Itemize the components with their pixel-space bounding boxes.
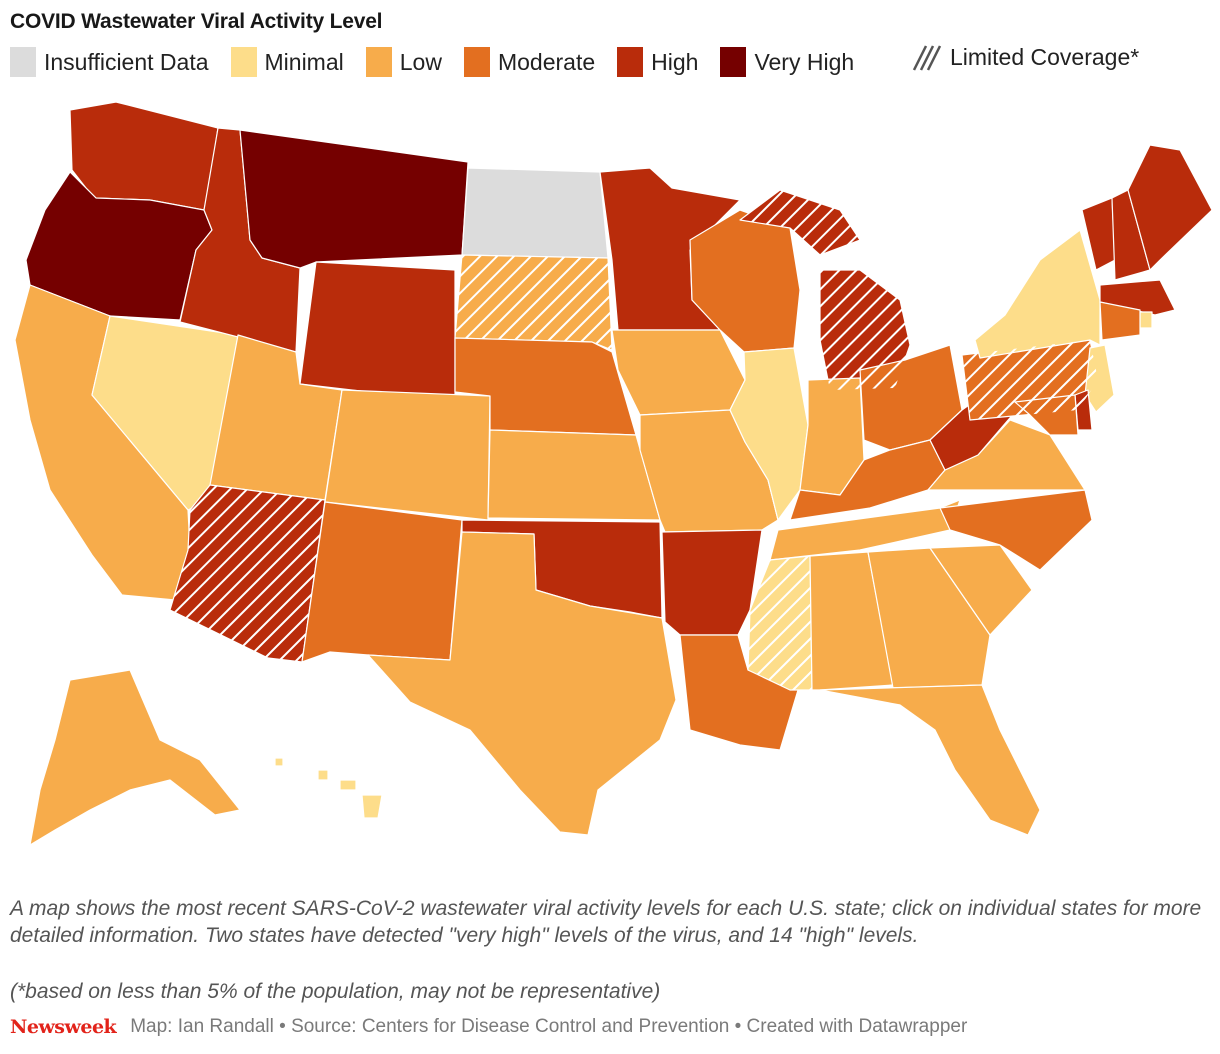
state-south-carolina[interactable]: South Carolina <box>929 544 1033 636</box>
legend-swatch <box>617 47 644 77</box>
state-florida[interactable]: Florida <box>819 684 1041 836</box>
legend-item-moderate: Moderate <box>463 47 596 77</box>
state-colorado[interactable]: Colorado <box>324 389 491 521</box>
state-georgia[interactable]: Georgia <box>867 547 991 689</box>
legend-item-minimal: Minimal <box>230 47 344 77</box>
state-louisiana[interactable]: Louisiana <box>679 634 799 751</box>
legend: Insufficient Data Minimal Low Moderate H… <box>10 46 876 78</box>
legend-item-limited-coverage: Limited Coverage* <box>912 42 1139 72</box>
legend-label: Low <box>399 48 442 75</box>
credit-line: Map: Ian Randall • Source: Centers for D… <box>130 1016 968 1037</box>
legend-label: Moderate <box>497 48 596 75</box>
state-connecticut[interactable]: Connecticut <box>1099 301 1141 341</box>
legend-label: Very High <box>754 48 855 75</box>
hatch-icon <box>912 45 942 71</box>
states-layer: WashingtonOregonCaliforniaNevadaIdahoMon… <box>14 101 1213 846</box>
newsweek-logo: Newsweek <box>10 1016 117 1038</box>
state-montana[interactable]: Montana <box>239 129 469 269</box>
state-mississippi[interactable]: Mississippi <box>747 555 813 691</box>
state-new-mexico[interactable]: New Mexico <box>301 501 463 663</box>
legend-item-low: Low <box>365 47 442 77</box>
legend-label: Limited Coverage* <box>950 43 1140 70</box>
state-kansas[interactable]: Kansas <box>487 429 661 521</box>
state-south-dakota[interactable]: South Dakota <box>454 254 613 351</box>
legend-label: High <box>651 48 699 75</box>
state-maine[interactable]: Maine <box>1127 144 1213 271</box>
legend-swatch <box>365 47 392 77</box>
legend-swatch <box>463 47 490 77</box>
legend-item-insufficient-data: Insufficient Data <box>10 47 209 77</box>
footer: Newsweek Map: Ian Randall • Source: Cent… <box>10 1016 967 1038</box>
state-alaska[interactable]: Alaska <box>29 669 241 846</box>
legend-item-high: High <box>617 47 698 77</box>
us-map: WashingtonOregonCaliforniaNevadaIdahoMon… <box>14 101 1213 846</box>
state-arizona[interactable]: Arizona <box>169 484 326 663</box>
legend-label: Insufficient Data <box>44 48 209 75</box>
legend-label: Minimal <box>264 48 344 75</box>
state-iowa[interactable]: Iowa <box>611 329 746 416</box>
state-hawaii[interactable]: Hawaii <box>274 757 383 819</box>
legend-swatch <box>10 47 36 77</box>
state-wyoming[interactable]: Wyoming <box>299 261 456 403</box>
footnote: (*based on less than 5% of the populatio… <box>10 980 661 1003</box>
legend-swatch <box>230 47 257 77</box>
map-description: A map shows the most recent SARS-CoV-2 w… <box>10 897 1202 947</box>
chart-title: COVID Wastewater Viral Activity Level <box>10 10 383 33</box>
state-north-dakota[interactable]: North Dakota <box>461 167 609 259</box>
legend-swatch <box>720 47 747 77</box>
state-rhode-island[interactable]: Rhode Island <box>1139 311 1153 329</box>
state-texas[interactable]: Texas <box>367 531 677 836</box>
state-arkansas[interactable]: Arkansas <box>661 529 763 636</box>
state-new-york[interactable]: New York <box>974 229 1101 359</box>
legend-item-very-high: Very High <box>720 47 854 77</box>
